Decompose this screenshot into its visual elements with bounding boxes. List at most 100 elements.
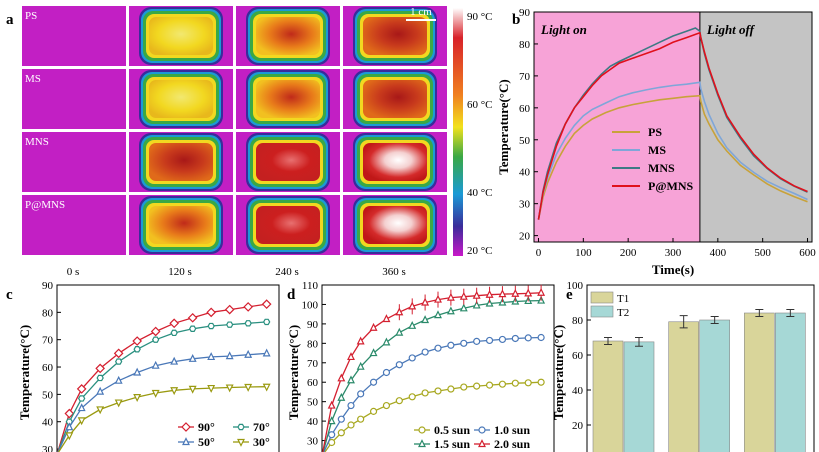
y-tick-label: 100 xyxy=(302,299,319,311)
y-tick-label: 60 xyxy=(42,362,54,374)
data-point xyxy=(382,337,391,346)
shaded-region xyxy=(699,12,812,242)
data-point xyxy=(446,292,455,301)
plot-frame xyxy=(56,284,280,452)
legend-label: 2.0 sun xyxy=(494,437,530,451)
data-point xyxy=(382,368,391,377)
data-point xyxy=(151,360,160,369)
data-point xyxy=(187,312,198,323)
data-point xyxy=(421,389,429,397)
y-tick-label: 20 xyxy=(519,231,531,243)
y-tick-label: 50 xyxy=(519,135,531,147)
y-tick-label: 40 xyxy=(42,417,54,429)
x-tick-label: 200 xyxy=(620,247,637,259)
thermal-cell xyxy=(129,132,233,192)
chart-b: Light on Light off 20 30 40 50 60 70 80 90 0 100 200… xyxy=(496,7,816,277)
data-point xyxy=(369,348,378,357)
data-point xyxy=(327,416,336,425)
data-point xyxy=(356,336,365,345)
data-point xyxy=(472,290,481,299)
thermal-background xyxy=(22,69,126,129)
y-tick-label: 70 xyxy=(42,335,54,347)
data-point xyxy=(225,384,234,393)
panel-label-e: e xyxy=(566,287,573,303)
data-point xyxy=(262,348,271,357)
y-tick-label: 20 xyxy=(572,420,584,432)
data-point xyxy=(337,392,346,401)
data-point xyxy=(421,315,430,324)
data-point xyxy=(447,385,455,393)
data-point xyxy=(498,289,507,298)
thermal-cell xyxy=(236,69,340,129)
y-axis-label: Temperature(°C) xyxy=(17,325,32,420)
data-point xyxy=(408,320,417,329)
data-point xyxy=(337,415,345,423)
data-point xyxy=(347,421,355,429)
data-point xyxy=(395,307,404,316)
y-axis-label: Temperature(°C) xyxy=(286,325,301,420)
data-point xyxy=(511,288,520,297)
colorbar-label: 20 °C xyxy=(467,245,493,257)
data-point xyxy=(537,287,546,296)
thermal-hotspot xyxy=(149,143,213,181)
legend-label: MNS xyxy=(648,161,675,175)
data-point xyxy=(243,302,254,312)
thermal-hotspot xyxy=(363,206,427,244)
data-point xyxy=(369,378,378,386)
data-point xyxy=(188,385,197,394)
y-tick-label: 30 xyxy=(42,444,54,452)
data-point xyxy=(96,386,105,395)
bar xyxy=(668,321,699,452)
data-point xyxy=(237,438,245,447)
legend-label: 1.0 sun xyxy=(494,423,530,437)
thermal-background xyxy=(22,132,126,192)
panel-label-c: c xyxy=(6,287,13,303)
data-point xyxy=(225,321,234,328)
y-tick-label: 30 xyxy=(307,436,319,448)
data-point xyxy=(133,367,142,376)
data-point xyxy=(369,322,378,331)
data-point xyxy=(225,351,234,360)
region-label: Light off xyxy=(706,22,756,37)
thermal-cell xyxy=(236,195,340,255)
y-tick-label: 40 xyxy=(307,416,319,428)
row-label: P@MNS xyxy=(25,199,65,211)
y-tick-label: 80 xyxy=(572,315,584,327)
thermal-hotspot xyxy=(256,17,320,55)
data-point xyxy=(447,341,455,349)
legend-label: 30° xyxy=(253,435,270,449)
thermal-cell xyxy=(236,6,340,66)
y-tick-label: 90 xyxy=(519,7,531,19)
data-point xyxy=(460,383,468,391)
data-point xyxy=(224,304,235,315)
legend-label: T2 xyxy=(617,307,629,319)
data-point xyxy=(347,401,355,410)
y-tick-label: 50 xyxy=(307,397,319,409)
legend-label: 50° xyxy=(198,435,215,449)
data-point xyxy=(337,429,345,437)
legend-label: 0.5 sun xyxy=(434,423,470,437)
data-point xyxy=(132,336,143,346)
data-point xyxy=(511,334,519,343)
x-tick-label: 100 xyxy=(575,247,592,259)
data-point xyxy=(485,289,494,298)
thermal-cell xyxy=(343,132,447,192)
x-tick-label: 600 xyxy=(799,247,816,259)
data-point xyxy=(262,318,271,326)
plot-frame xyxy=(321,284,555,452)
thermal-hotspot xyxy=(363,80,427,118)
thermal-cell xyxy=(343,6,447,66)
legend-swatch xyxy=(590,305,614,318)
series-line xyxy=(57,303,267,452)
y-tick-label: 100 xyxy=(567,280,584,292)
time-label: 0 s xyxy=(67,266,80,278)
data-point xyxy=(485,298,494,307)
series-line xyxy=(537,31,808,220)
data-point xyxy=(188,353,197,362)
data-point xyxy=(244,349,253,358)
legend-label: 70° xyxy=(253,420,270,434)
panel-label-d: d xyxy=(287,287,296,303)
data-point xyxy=(478,439,486,448)
colorbar-label: 40 °C xyxy=(467,187,493,199)
